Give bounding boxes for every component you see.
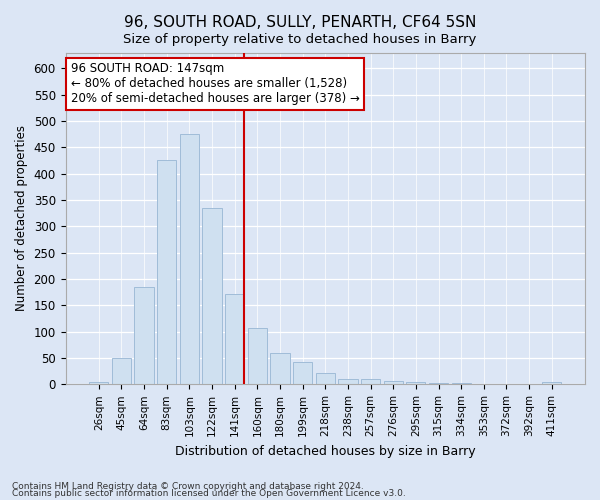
Bar [248,328,267,384]
Bar [316,372,335,384]
Text: Contains public sector information licensed under the Open Government Licence v3: Contains public sector information licen… [12,489,406,498]
Text: Size of property relative to detached houses in Barry: Size of property relative to detached ho… [124,32,476,46]
Text: 96, SOUTH ROAD, SULLY, PENARTH, CF64 5SN: 96, SOUTH ROAD, SULLY, PENARTH, CF64 5SN [124,15,476,30]
Text: Contains HM Land Registry data © Crown copyright and database right 2024.: Contains HM Land Registry data © Crown c… [12,482,364,491]
Bar [89,382,109,384]
Y-axis label: Number of detached properties: Number of detached properties [15,126,28,312]
Bar [293,362,312,384]
Bar [112,358,131,384]
Bar [271,352,290,384]
Text: 96 SOUTH ROAD: 147sqm
← 80% of detached houses are smaller (1,528)
20% of semi-d: 96 SOUTH ROAD: 147sqm ← 80% of detached … [71,62,359,106]
Bar [157,160,176,384]
Bar [383,381,403,384]
Bar [202,208,221,384]
Bar [338,379,358,384]
Bar [180,134,199,384]
Bar [134,287,154,384]
Bar [361,379,380,384]
X-axis label: Distribution of detached houses by size in Barry: Distribution of detached houses by size … [175,444,476,458]
Bar [406,382,425,384]
Bar [542,382,562,384]
Bar [225,294,244,384]
